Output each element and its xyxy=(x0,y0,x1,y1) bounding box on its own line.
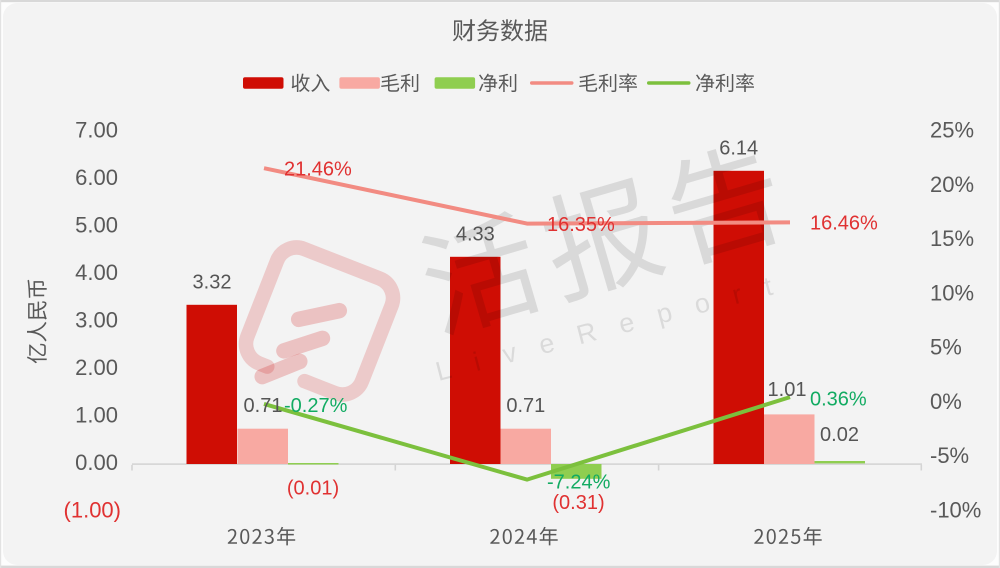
svg-text:0.36%: 0.36% xyxy=(810,389,867,411)
svg-text:2.00: 2.00 xyxy=(75,355,118,380)
svg-text:5%: 5% xyxy=(930,335,962,360)
svg-text:16.35%: 16.35% xyxy=(547,214,615,236)
svg-text:6.14: 6.14 xyxy=(719,137,758,159)
svg-text:4.00: 4.00 xyxy=(75,260,118,285)
svg-text:(0.01): (0.01) xyxy=(287,477,339,499)
svg-text:20%: 20% xyxy=(930,172,974,197)
svg-text:-5%: -5% xyxy=(930,443,969,468)
svg-text:15%: 15% xyxy=(930,226,974,251)
svg-text:7.00: 7.00 xyxy=(75,118,118,143)
svg-text:5.00: 5.00 xyxy=(75,213,118,238)
svg-text:0.71: 0.71 xyxy=(506,395,545,417)
svg-text:10%: 10% xyxy=(930,280,974,305)
svg-text:0%: 0% xyxy=(930,389,962,414)
svg-text:-0.27%: -0.27% xyxy=(284,395,348,417)
svg-text:16.46%: 16.46% xyxy=(810,213,878,235)
svg-text:1.01: 1.01 xyxy=(768,379,807,401)
svg-text:3.32: 3.32 xyxy=(193,272,232,294)
svg-text:4.33: 4.33 xyxy=(456,223,495,245)
svg-text:1.00: 1.00 xyxy=(75,403,118,428)
svg-text:6.00: 6.00 xyxy=(75,165,118,190)
svg-text:0.02: 0.02 xyxy=(820,424,859,446)
svg-text:(0.31): (0.31) xyxy=(552,492,604,514)
svg-text:0.00: 0.00 xyxy=(75,450,118,475)
svg-text:3.00: 3.00 xyxy=(75,308,118,333)
svg-text:0.71: 0.71 xyxy=(244,395,283,417)
svg-text:21.46%: 21.46% xyxy=(284,158,352,180)
svg-text:-7.24%: -7.24% xyxy=(547,471,611,493)
svg-text:(1.00): (1.00) xyxy=(64,498,121,523)
svg-text:25%: 25% xyxy=(930,118,974,143)
svg-text:-10%: -10% xyxy=(930,497,981,522)
